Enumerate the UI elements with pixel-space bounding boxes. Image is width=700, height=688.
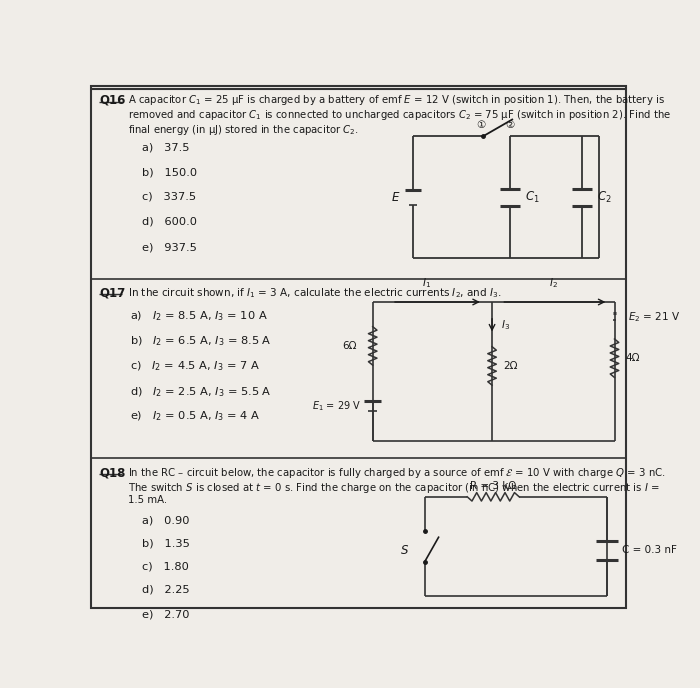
Text: final energy (in μJ) stored in the capacitor $C_2$.: final energy (in μJ) stored in the capac… — [128, 122, 358, 137]
Text: Q16: Q16 — [99, 94, 125, 107]
Text: e)   $I_2$ = 0.5 A, $I_3$ = 4 A: e) $I_2$ = 0.5 A, $I_3$ = 4 A — [130, 410, 260, 423]
Text: $E_1$ = 29 V: $E_1$ = 29 V — [312, 399, 361, 413]
Text: 4Ω: 4Ω — [625, 353, 640, 363]
Text: In the circuit shown, if $I_1$ = 3 A, calculate the electric currents $I_2$, and: In the circuit shown, if $I_1$ = 3 A, ca… — [128, 287, 501, 301]
Text: b)   150.0: b) 150.0 — [141, 167, 197, 178]
Text: Q17: Q17 — [99, 287, 125, 299]
Text: c)   $I_2$ = 4.5 A, $I_3$ = 7 A: c) $I_2$ = 4.5 A, $I_3$ = 7 A — [130, 359, 260, 373]
Text: d)   2.25: d) 2.25 — [141, 585, 190, 594]
Text: $I_1$: $I_1$ — [421, 277, 430, 290]
Text: $E_2$ = 21 V: $E_2$ = 21 V — [629, 310, 680, 323]
Text: 2Ω: 2Ω — [503, 361, 517, 371]
Text: c)   337.5: c) 337.5 — [141, 192, 196, 202]
Text: R = 3 kΩ: R = 3 kΩ — [470, 482, 517, 491]
Text: $C_1$: $C_1$ — [526, 190, 540, 205]
Text: b)   1.35: b) 1.35 — [141, 539, 190, 548]
FancyBboxPatch shape — [92, 87, 626, 608]
Text: E: E — [392, 191, 399, 204]
Text: a)   $I_2$ = 8.5 A, $I_3$ = 10 A: a) $I_2$ = 8.5 A, $I_3$ = 10 A — [130, 310, 268, 323]
Text: 1.5 mA.: 1.5 mA. — [128, 495, 167, 505]
Text: Q18: Q18 — [99, 466, 125, 479]
Text: The switch $S$ is closed at $t$ = 0 s. Find the charge on the capacitor (in nC) : The switch $S$ is closed at $t$ = 0 s. F… — [128, 481, 659, 495]
Text: b)   $I_2$ = 6.5 A, $I_3$ = 8.5 A: b) $I_2$ = 6.5 A, $I_3$ = 8.5 A — [130, 334, 272, 348]
Text: 6Ω: 6Ω — [343, 341, 357, 351]
Text: $I_3$: $I_3$ — [501, 319, 510, 332]
Text: ②: ② — [505, 120, 514, 130]
Text: A capacitor $C_1$ = 25 μF is charged by a battery of emf $E$ = 12 V (switch in p: A capacitor $C_1$ = 25 μF is charged by … — [128, 94, 665, 107]
Text: In the RC – circuit below, the capacitor is fully charged by a source of emf $\m: In the RC – circuit below, the capacitor… — [128, 466, 666, 480]
Text: $S$: $S$ — [400, 544, 409, 557]
Text: $I_2$: $I_2$ — [549, 277, 558, 290]
Text: a)   37.5: a) 37.5 — [141, 142, 189, 153]
Text: c)   1.80: c) 1.80 — [141, 561, 188, 572]
Text: d)   $I_2$ = 2.5 A, $I_3$ = 5.5 A: d) $I_2$ = 2.5 A, $I_3$ = 5.5 A — [130, 385, 272, 399]
Text: e)   2.70: e) 2.70 — [141, 610, 189, 619]
Text: e)   937.5: e) 937.5 — [141, 243, 197, 252]
Text: removed and capacitor $C_1$ is connected to uncharged capacitors $C_2$ = 75 μF (: removed and capacitor $C_1$ is connected… — [128, 108, 671, 122]
Text: C = 0.3 nF: C = 0.3 nF — [622, 546, 677, 555]
Text: d)   600.0: d) 600.0 — [141, 217, 197, 226]
Text: $C_2$: $C_2$ — [598, 190, 612, 205]
Text: ①: ① — [477, 120, 486, 130]
Text: a)   0.90: a) 0.90 — [141, 515, 189, 526]
